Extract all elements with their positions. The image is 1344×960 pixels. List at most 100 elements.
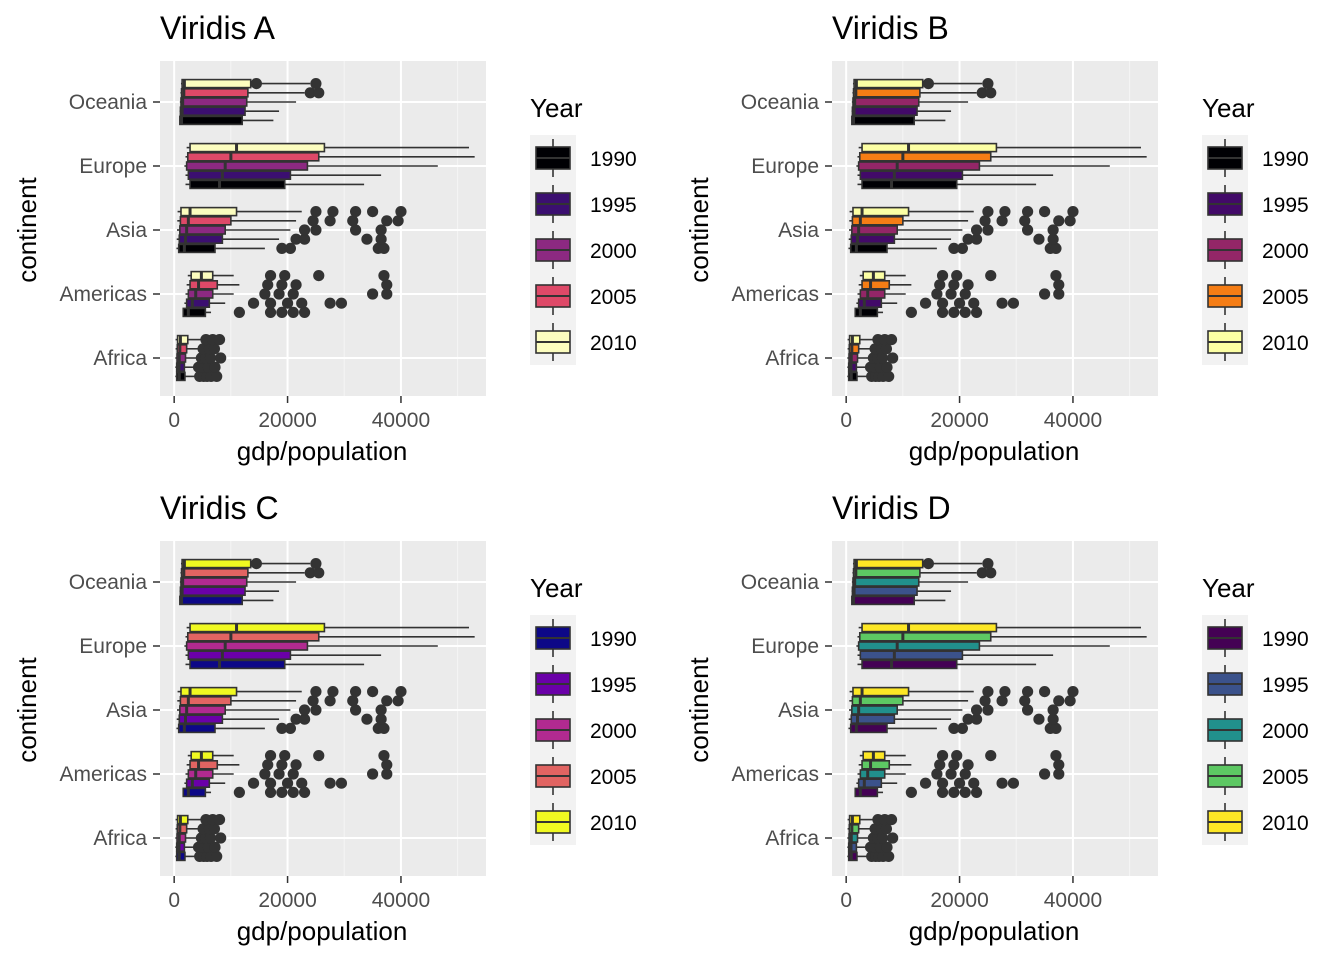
outlier-point bbox=[310, 206, 322, 218]
outlier-point bbox=[982, 206, 994, 218]
box-asia-2010 bbox=[852, 206, 910, 217]
outlier-point bbox=[304, 567, 316, 579]
outlier-point bbox=[307, 215, 319, 227]
legend-title: Year bbox=[530, 93, 583, 123]
x-tick-label: 20000 bbox=[258, 889, 316, 912]
outlier-point bbox=[948, 306, 960, 318]
outlier-point bbox=[970, 233, 983, 245]
outlier-point bbox=[887, 832, 899, 844]
box-africa-2005 bbox=[176, 823, 188, 834]
outlier-point bbox=[375, 704, 387, 716]
outlier-point bbox=[996, 297, 1008, 309]
box-asia-2010 bbox=[180, 686, 238, 697]
legend-label: 2010 bbox=[1262, 332, 1309, 355]
y-tick-label: Europe bbox=[79, 155, 147, 178]
outlier-point bbox=[273, 768, 285, 780]
box-europe-2010 bbox=[189, 622, 326, 633]
box-asia-1995 bbox=[850, 234, 896, 244]
outlier-point bbox=[276, 786, 288, 798]
y-axis-title: continent bbox=[684, 176, 714, 282]
y-tick-label: Americas bbox=[59, 283, 147, 306]
y-tick-label: Americas bbox=[731, 763, 819, 786]
box-asia-1995 bbox=[850, 714, 896, 724]
panel-viridis-a: Viridis A gdp/population continent Year … bbox=[0, 0, 672, 480]
panel-viridis-d: Viridis D gdp/population continent Year … bbox=[672, 480, 1344, 960]
outlier-point bbox=[956, 722, 968, 734]
x-tick-label: 0 bbox=[168, 409, 180, 432]
box-africa-2000 bbox=[176, 833, 187, 843]
outlier-point bbox=[876, 352, 889, 364]
outlier-point bbox=[367, 768, 379, 780]
outlier-point bbox=[880, 343, 893, 355]
x-axis-title: gdp/population bbox=[909, 916, 1080, 946]
y-tick-label: Asia bbox=[106, 699, 147, 722]
outlier-point bbox=[290, 233, 302, 245]
legend-title: Year bbox=[530, 573, 583, 603]
outlier-point bbox=[934, 279, 946, 291]
outlier-point bbox=[979, 695, 991, 707]
outlier-point bbox=[287, 306, 299, 318]
box-europe-1990 bbox=[861, 179, 958, 190]
outlier-point bbox=[962, 233, 974, 245]
panel-title: Viridis A bbox=[160, 10, 276, 46]
y-tick-label: Europe bbox=[751, 635, 819, 658]
outlier-point bbox=[883, 850, 895, 862]
outlier-point bbox=[936, 297, 949, 309]
box-americas-1995 bbox=[185, 298, 211, 309]
outlier-point bbox=[381, 759, 393, 771]
outlier-point bbox=[298, 224, 311, 236]
outlier-point bbox=[310, 704, 322, 716]
x-tick-label: 0 bbox=[168, 889, 180, 912]
outlier-point bbox=[887, 352, 899, 364]
box-africa-1995 bbox=[847, 362, 858, 373]
outlier-point bbox=[233, 786, 245, 798]
box-americas-2005 bbox=[861, 279, 891, 290]
box-asia-1995 bbox=[178, 234, 224, 244]
outlier-point bbox=[324, 777, 336, 789]
outlier-point bbox=[367, 206, 379, 218]
outlier-point bbox=[284, 242, 296, 254]
outlier-point bbox=[982, 558, 994, 570]
outlier-point bbox=[208, 823, 221, 835]
outlier-point bbox=[1039, 768, 1051, 780]
outlier-point bbox=[264, 270, 277, 282]
legend-title: Year bbox=[1202, 573, 1255, 603]
outlier-point bbox=[378, 242, 390, 254]
box-oceania-2005 bbox=[180, 88, 249, 98]
y-tick-label: Africa bbox=[765, 827, 819, 850]
outlier-point bbox=[367, 288, 379, 300]
box-oceania-2000 bbox=[180, 97, 248, 107]
box-europe-2000 bbox=[185, 161, 309, 171]
legend-label: 1995 bbox=[590, 674, 637, 697]
outlier-point bbox=[367, 686, 379, 698]
outlier-point bbox=[962, 713, 974, 725]
outlier-point bbox=[1022, 686, 1034, 698]
outlier-point bbox=[276, 759, 288, 771]
box-oceania-2005 bbox=[852, 88, 921, 98]
box-africa-2005 bbox=[848, 823, 860, 834]
legend-label: 2005 bbox=[1262, 286, 1309, 309]
outlier-point bbox=[375, 713, 387, 725]
legend-label: 1990 bbox=[1262, 148, 1309, 171]
outlier-point bbox=[395, 686, 407, 698]
outlier-point bbox=[1022, 206, 1034, 218]
legend-label: 2005 bbox=[1262, 766, 1309, 789]
outlier-point bbox=[885, 334, 898, 346]
x-axis-title: gdp/population bbox=[237, 916, 408, 946]
outlier-point bbox=[1007, 297, 1020, 309]
x-tick-label: 0 bbox=[840, 409, 852, 432]
outlier-point bbox=[934, 759, 946, 771]
outlier-point bbox=[1033, 713, 1045, 725]
outlier-point bbox=[307, 695, 319, 707]
outlier-point bbox=[290, 713, 302, 725]
outlier-point bbox=[948, 279, 960, 291]
outlier-point bbox=[985, 270, 997, 282]
outlier-point bbox=[290, 759, 302, 771]
outlier-point bbox=[959, 768, 971, 780]
outlier-point bbox=[264, 786, 277, 798]
legend-label: 2005 bbox=[590, 766, 637, 789]
outlier-point bbox=[392, 695, 404, 707]
outlier-point bbox=[1064, 695, 1076, 707]
chart-viridis-b: Viridis B gdp/population continent Year … bbox=[684, 10, 1309, 466]
outlier-point bbox=[350, 224, 362, 236]
